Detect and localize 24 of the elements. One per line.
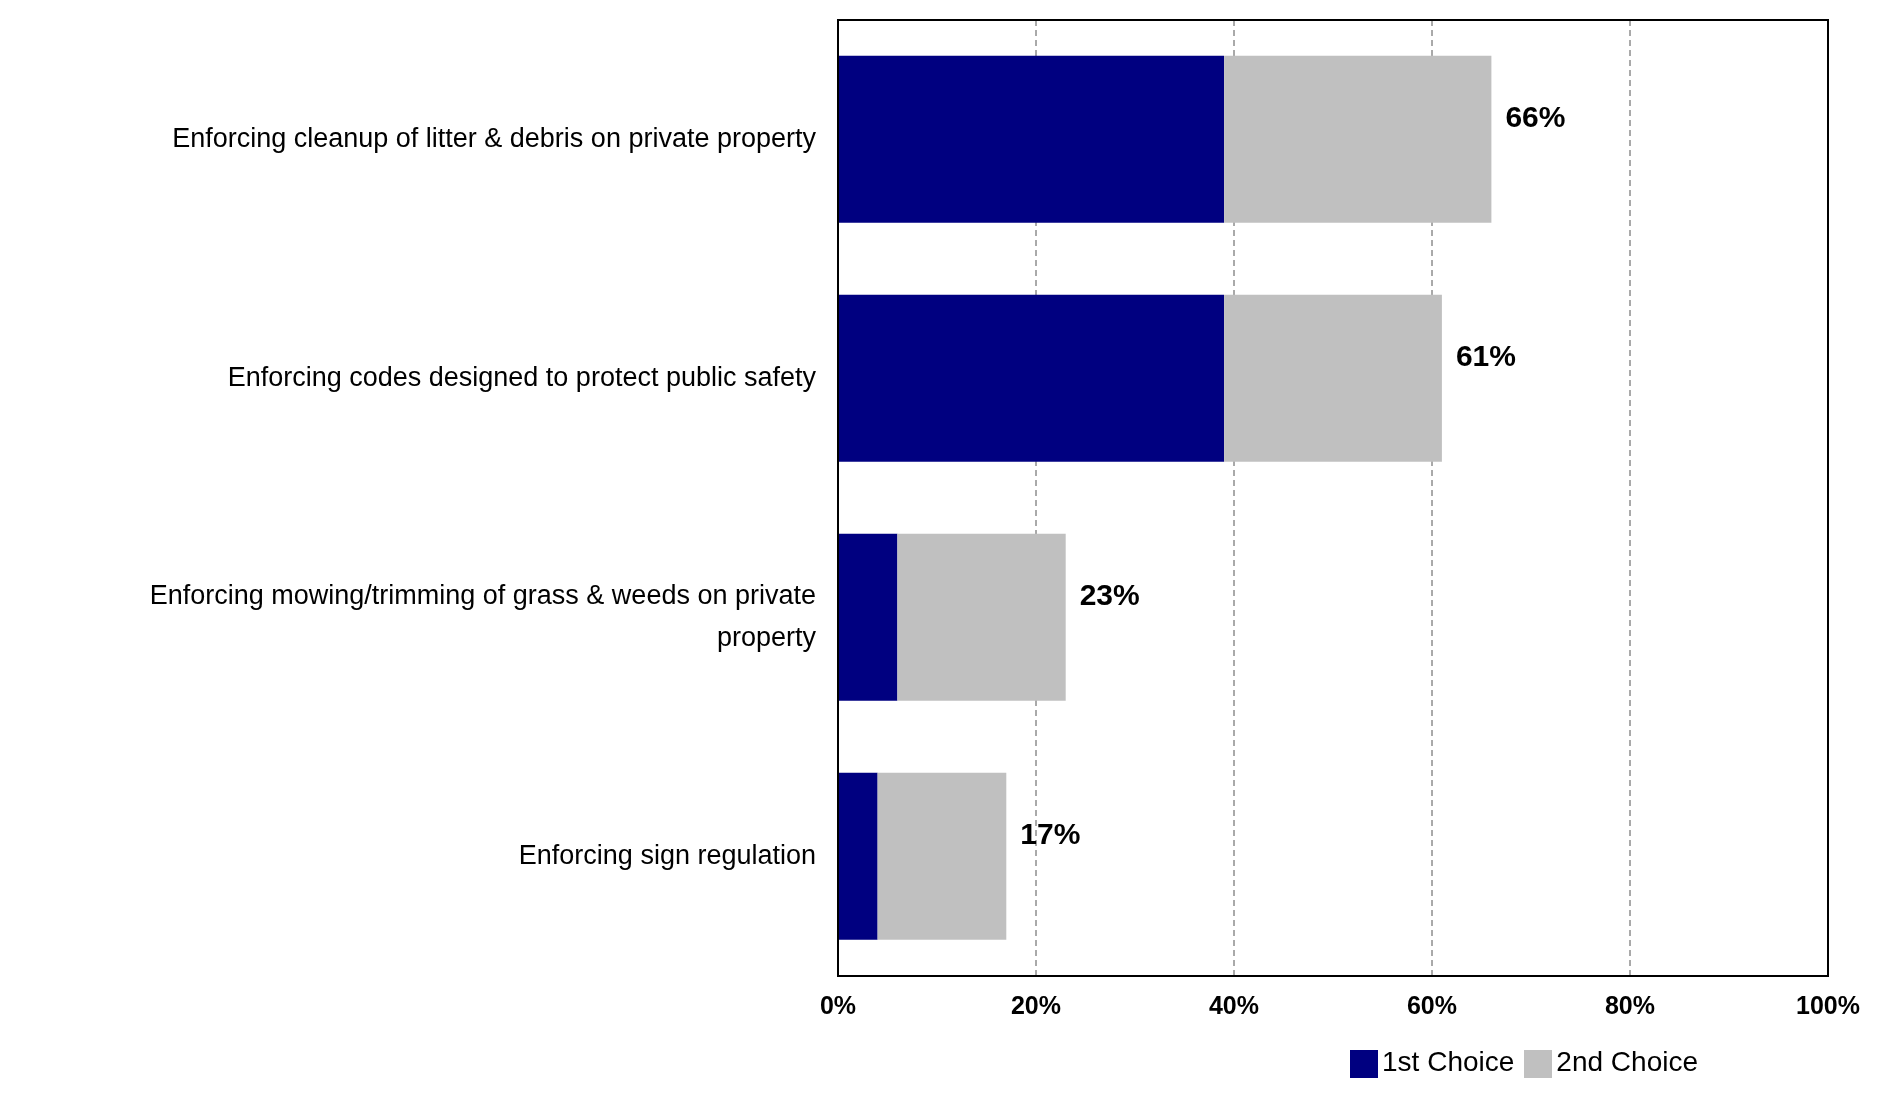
x-tick-label: 60% xyxy=(1406,990,1458,1019)
legend-label: 1st Choice xyxy=(1382,1046,1515,1077)
y-tick-label: Enforcing sign regulation xyxy=(518,839,816,870)
total-label: 61% xyxy=(1455,339,1516,373)
bar xyxy=(897,533,1066,701)
x-tick-label: 20% xyxy=(1010,990,1062,1019)
bar xyxy=(877,772,1007,940)
x-tick-label: 0% xyxy=(819,990,857,1019)
legend-label: 2nd Choice xyxy=(1556,1046,1698,1077)
total-label: 66% xyxy=(1505,100,1566,134)
bar xyxy=(838,772,878,940)
total-label: 23% xyxy=(1079,578,1140,612)
y-tick-label: Enforcing codes designed to protect public safety xyxy=(227,361,817,392)
total-label: 17% xyxy=(1020,817,1081,851)
bar xyxy=(838,294,1225,462)
bar xyxy=(838,533,898,701)
bar xyxy=(1224,55,1492,223)
y-tick-label: Enforcing mowing/trimming of grass & weeds on private property xyxy=(149,579,817,652)
bar xyxy=(838,55,1225,223)
x-tick-label: 80% xyxy=(1604,990,1656,1019)
x-tick-label: 100% xyxy=(1796,990,1860,1019)
bar xyxy=(1224,294,1442,462)
y-tick-label: Enforcing cleanup of litter & debris on private property xyxy=(172,122,817,153)
x-tick-label: 40% xyxy=(1208,990,1260,1019)
